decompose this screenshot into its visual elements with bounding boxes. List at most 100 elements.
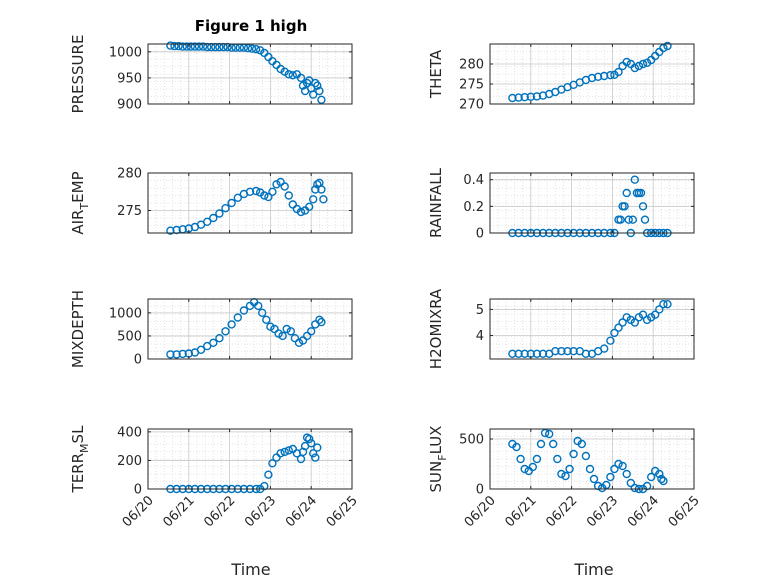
data-point xyxy=(528,462,537,472)
subplot-4: 0 0.2 0.4 RAINFALL xyxy=(427,167,695,242)
data-point xyxy=(610,464,619,474)
data-point xyxy=(245,187,255,197)
data-point xyxy=(520,349,529,358)
figure-title: Figure 1 high xyxy=(195,17,308,35)
data-point xyxy=(221,203,230,213)
data-point xyxy=(630,483,639,493)
y-tick-label: 400 xyxy=(117,425,142,440)
data-point xyxy=(606,70,615,80)
data-point xyxy=(221,327,230,336)
x-tick-label: 06/20 xyxy=(120,493,157,530)
data-point xyxy=(638,59,648,69)
data-point xyxy=(166,350,175,359)
data-point xyxy=(581,349,591,358)
data-point xyxy=(614,67,623,77)
data-point xyxy=(313,443,322,452)
data-point xyxy=(264,470,273,479)
data-point xyxy=(307,439,316,448)
data-point xyxy=(302,331,312,341)
data-point xyxy=(254,301,263,311)
data-point xyxy=(624,215,633,224)
data-point xyxy=(286,327,295,336)
data-point xyxy=(243,44,253,53)
data-point xyxy=(272,180,281,189)
data-point xyxy=(508,349,517,358)
data-point xyxy=(282,324,291,334)
data-point xyxy=(626,478,635,488)
data-point xyxy=(317,95,326,105)
data-point xyxy=(268,187,277,197)
subplot-5: 0 500 1000 MIXDEPTH xyxy=(69,290,353,368)
data-point xyxy=(640,215,650,224)
data-point xyxy=(313,81,322,90)
y-tick-label: 500 xyxy=(459,433,484,448)
data-point xyxy=(317,185,326,194)
data-point xyxy=(311,185,320,194)
data-point xyxy=(296,207,306,217)
data-point xyxy=(663,41,672,51)
subplot-grid: 900 950 1000 PRESSURE 270 275 280 THETA 275 280 AI… xyxy=(69,35,703,531)
data-point xyxy=(647,472,656,482)
data-point xyxy=(600,71,609,81)
data-point xyxy=(549,439,558,449)
data-point xyxy=(553,454,562,464)
data-point xyxy=(311,453,320,462)
data-point xyxy=(266,322,275,331)
data-point xyxy=(309,90,318,99)
axes-box xyxy=(147,172,353,234)
data-point xyxy=(190,42,200,51)
y-tick-label: 900 xyxy=(117,98,142,113)
data-point xyxy=(313,180,322,189)
data-point xyxy=(659,476,668,486)
y-tick-label: 1000 xyxy=(109,45,142,60)
data-point xyxy=(569,449,578,459)
y-tick-label: 280 xyxy=(459,58,484,73)
data-point xyxy=(659,300,668,309)
data-point xyxy=(587,73,597,83)
y-tick-label: 0 xyxy=(134,483,142,498)
data-point xyxy=(657,474,666,484)
data-point xyxy=(166,226,175,235)
data-point xyxy=(581,451,591,461)
data-point xyxy=(557,469,566,479)
axes-box xyxy=(147,298,353,360)
y-tick-label: 0 xyxy=(134,353,142,368)
subplot-6: 4 5 H2OMIXRA xyxy=(427,288,695,369)
data-point xyxy=(182,42,192,51)
data-point xyxy=(174,41,183,51)
y-tick-label: 4 xyxy=(476,329,484,344)
data-point xyxy=(233,313,243,322)
data-point xyxy=(520,92,529,102)
data-point xyxy=(630,63,639,73)
data-point xyxy=(512,442,521,452)
subplot-2: 270 275 280 THETA xyxy=(427,41,695,113)
data-point xyxy=(516,454,525,464)
data-point xyxy=(209,338,218,347)
y-axis-label: PRESSURE xyxy=(69,35,87,114)
data-point xyxy=(227,198,236,208)
x-tick-label: 06/23 xyxy=(242,493,279,530)
data-point xyxy=(618,318,627,327)
data-point xyxy=(638,202,648,211)
data-point xyxy=(593,72,603,82)
data-point xyxy=(514,349,523,358)
data-point xyxy=(278,331,287,341)
x-tick-label: 06/25 xyxy=(666,493,703,530)
data-point xyxy=(622,188,631,198)
x-tick-label: 06/22 xyxy=(201,493,238,530)
data-point xyxy=(616,215,625,224)
data-point xyxy=(198,42,208,51)
data-point xyxy=(284,446,293,455)
x-tick-label: 06/21 xyxy=(161,493,198,530)
y-axis-label: H2OMIXRA xyxy=(427,288,445,369)
x-tick-label: 06/24 xyxy=(283,493,320,530)
data-point xyxy=(651,310,660,319)
data-point xyxy=(508,93,517,103)
x-axis-label-left: Time xyxy=(230,560,270,579)
data-point xyxy=(276,449,285,458)
data-point xyxy=(532,92,542,101)
y-axis-label: SUNFLUX xyxy=(427,426,449,493)
y-tick-label: 270 xyxy=(459,98,484,113)
y-tick-label: 275 xyxy=(459,78,484,93)
